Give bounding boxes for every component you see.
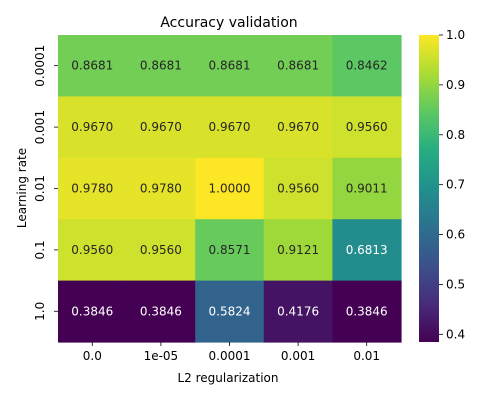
heatmap-cell <box>126 280 196 343</box>
y-tick-label: 0.0001 <box>33 45 47 87</box>
cell-value-label: 0.3846 <box>71 304 113 318</box>
y-axis-label: Learning rate <box>15 148 29 228</box>
cell-value-label: 0.9670 <box>71 120 113 134</box>
heatmap-cell <box>126 219 196 282</box>
cell-value-label: 0.8462 <box>346 59 388 73</box>
cell-value-label: 0.3846 <box>346 304 388 318</box>
colorbar <box>419 35 439 342</box>
cell-value-label: 0.9011 <box>346 182 388 196</box>
cell-value-label: 0.9670 <box>277 120 319 134</box>
heatmap-cell <box>263 157 333 220</box>
cell-value-label: 0.9780 <box>140 182 182 196</box>
x-tick-label: 0.0 <box>83 349 102 363</box>
cell-value-label: 0.9121 <box>277 243 319 257</box>
colorbar-tick-label: 0.4 <box>446 327 465 341</box>
colorbar-tick-label: 0.9 <box>446 78 465 92</box>
cell-value-label: 0.9670 <box>140 120 182 134</box>
heatmap-cell <box>263 35 333 97</box>
heatmap-cell <box>263 280 333 343</box>
x-tick-label: 0.001 <box>281 349 315 363</box>
colorbar-tick-label: 0.5 <box>446 277 465 291</box>
heatmap-cell <box>195 35 265 97</box>
cell-value-label: 1.0000 <box>209 182 251 196</box>
heatmap-cell <box>195 280 265 343</box>
colorbar-tick-label: 0.8 <box>446 128 465 142</box>
colorbar-tick-label: 0.7 <box>446 178 465 192</box>
cell-value-label: 0.6813 <box>346 243 388 257</box>
cell-value-label: 0.8681 <box>209 59 251 73</box>
heatmap-cell <box>195 157 265 220</box>
cell-value-label: 0.3846 <box>140 304 182 318</box>
y-tick-label: 0.001 <box>33 110 47 144</box>
x-axis-ticks: 0.0 1e-05 0.0001 0.001 0.01 <box>83 342 380 363</box>
cell-value-label: 0.4176 <box>277 304 319 318</box>
heatmap-cell <box>126 157 196 220</box>
heatmap-cell <box>332 157 402 220</box>
heatmap-cell <box>195 219 265 282</box>
cell-value-label: 0.9560 <box>346 120 388 134</box>
heatmap-cell <box>58 280 128 343</box>
heatmap-cell <box>332 280 402 343</box>
heatmap-cell <box>332 35 402 97</box>
y-tick-label: 0.01 <box>33 175 47 202</box>
chart-title: Accuracy validation <box>160 15 297 31</box>
heatmap-cell <box>58 219 128 282</box>
cell-value-label: 0.9560 <box>140 243 182 257</box>
heatmap-cell <box>58 35 128 97</box>
heatmap-cell <box>332 219 402 282</box>
heatmap-cells: 0.8681 0.8681 0.8681 0.8681 0.8462 0.9670 0.96… <box>58 35 402 343</box>
heatmap-cell <box>195 96 265 159</box>
cell-value-label: 0.9670 <box>209 120 251 134</box>
colorbar-ticks: 0.4 0.5 0.6 0.7 0.8 0.9 1.0 <box>439 28 465 341</box>
cell-value-label: 0.9780 <box>71 182 113 196</box>
cell-value-label: 0.8571 <box>209 243 251 257</box>
heatmap-cell <box>126 96 196 159</box>
cell-value-label: 0.5824 <box>209 304 251 318</box>
heatmap-cell <box>58 157 128 220</box>
cell-value-label: 0.9560 <box>277 182 319 196</box>
x-tick-label: 0.01 <box>353 349 380 363</box>
heatmap-cell <box>263 96 333 159</box>
x-axis-label: L2 regularization <box>177 371 278 385</box>
x-tick-label: 0.0001 <box>209 349 251 363</box>
heatmap-cell <box>126 35 196 97</box>
cell-value-label: 0.8681 <box>277 59 319 73</box>
colorbar-tick-label: 1.0 <box>446 28 465 42</box>
y-tick-label: 1.0 <box>33 302 47 321</box>
heatmap-cell <box>58 96 128 159</box>
y-axis-ticks: 0.0001 0.001 0.01 0.1 1.0 <box>33 45 58 321</box>
x-tick-label: 1e-05 <box>144 349 179 363</box>
heatmap-cell <box>263 219 333 282</box>
y-tick-label: 0.1 <box>33 240 47 259</box>
cell-value-label: 0.9560 <box>71 243 113 257</box>
colorbar-tick-label: 0.6 <box>446 228 465 242</box>
cell-value-label: 0.8681 <box>71 59 113 73</box>
cell-value-label: 0.8681 <box>140 59 182 73</box>
heatmap-cell <box>332 96 402 159</box>
